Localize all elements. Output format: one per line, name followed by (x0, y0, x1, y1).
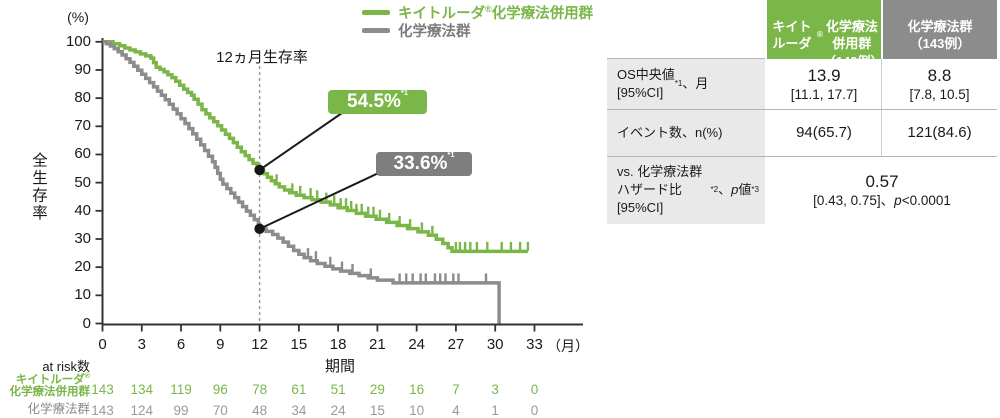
callout-line (259, 169, 386, 230)
x-tick-label: 15 (290, 336, 308, 353)
x-axis-unit: （月） (547, 338, 589, 354)
x-tick-label: 24 (408, 336, 425, 353)
y-tick-label: 20 (74, 258, 91, 276)
events-chemo: 121(84.6) (881, 110, 997, 156)
callout-box (328, 90, 427, 114)
at-risk-count: 134 (130, 382, 154, 397)
y-tick-label: 10 (74, 286, 91, 304)
hazard-ratio-value: 0.57 (865, 171, 899, 191)
x-tick-label: 12 (251, 336, 268, 353)
x-tick-label: 0 (98, 336, 107, 353)
legend-label: 化学療法群 (398, 24, 471, 40)
table-header-chemo: 化学療法群 （143例） (881, 0, 997, 71)
at-risk-count: 15 (369, 403, 385, 418)
hazard-ratio-ci-pvalue: [0.43, 0.75]、p<0.0001 (813, 193, 951, 209)
at-risk-count: 99 (173, 403, 189, 418)
median-os-pembro-ci: [11.1, 17.7] (790, 86, 858, 102)
y-tick-label: 50 (74, 173, 91, 191)
at-risk-count: 34 (291, 403, 307, 418)
at-risk-count: 4 (452, 403, 460, 418)
milestone-point (254, 164, 265, 176)
row-label-median-os: OS中央値 [95%CI] *1 、月 (607, 59, 765, 109)
legend-label: キイトルーダ®化学療法併用群 (398, 4, 594, 22)
x-tick-label: 6 (176, 336, 186, 353)
callout-value: 54.5% *1 (347, 88, 408, 112)
events-pembro: 94(65.7) (765, 110, 881, 156)
at-risk-count: 29 (369, 382, 385, 397)
legend-item-chemo: 化学療法群 (362, 23, 471, 40)
at-risk-count: 70 (212, 403, 228, 418)
at-risk-count: 16 (409, 382, 425, 397)
y-tick-label: 60 (74, 145, 91, 163)
y-tick-label: 100 (65, 32, 91, 50)
y-tick-label: 0 (82, 314, 91, 332)
x-tick-label: 21 (369, 336, 386, 353)
at-risk-count: 78 (252, 382, 268, 397)
events-chemo-value: 121(84.6) (907, 123, 972, 141)
table-row-median-os: OS中央値 [95%CI] *1 、月 13.9 [11.1, 17.7] 8.8 [… (607, 58, 997, 109)
x-tick-label: 18 (329, 336, 347, 353)
at-risk-count: 7 (452, 382, 460, 397)
row-label-events: イベント数、n(%) (607, 110, 765, 156)
at-risk-count: 51 (330, 382, 346, 397)
y-tick-label: 70 (74, 117, 91, 135)
y-tick-label: 30 (74, 229, 91, 247)
y-tick-label: 40 (74, 201, 91, 219)
at-risk-count: 3 (491, 382, 499, 397)
legend-swatch (362, 28, 390, 33)
milestone-label: 12ヵ月生存率 (216, 49, 308, 66)
at-risk-count: 124 (130, 403, 154, 418)
median-os-chemo: 8.8 [7.8, 10.5] (881, 59, 997, 109)
at-risk-count: 24 (330, 403, 346, 418)
x-axis-title: 期間 (324, 358, 355, 375)
table-row-hazard-ratio: vs. 化学療法群 ハザード比[95%CI] *2、 p 値 *3 0.57 [0.43,… (607, 156, 997, 224)
km-chart: (%) 全生存率 （月） 期間 12ヵ月生存率 at risk数 0 10 20 30… (9, 4, 594, 418)
legend-swatch (362, 10, 390, 15)
callout-line (259, 112, 343, 171)
km-curve-chemo (102, 40, 501, 324)
x-tick-label: 27 (447, 336, 465, 353)
km-curve-pembro-combo (102, 40, 528, 254)
events-pembro-value: 94(65.7) (796, 123, 852, 141)
at-risk-count: 143 (91, 403, 114, 418)
at-risk-count: 48 (252, 403, 268, 418)
y-axis-title: 全生存率 (30, 152, 47, 222)
at-risk-label-chemo: 化学療法群 (27, 402, 90, 416)
x-tick-label: 3 (137, 336, 146, 353)
axes (101, 38, 583, 326)
table-row-events: イベント数、n(%) 94(65.7) 121(84.6) (607, 109, 997, 156)
y-axis-unit: (%) (67, 9, 89, 25)
x-tick-label: 30 (486, 336, 504, 353)
at-risk-count: 119 (170, 382, 192, 397)
median-os-chemo-ci: [7.8, 10.5] (909, 86, 970, 102)
table-header-row: キイトルーダ®化学療法併用群（143例） 化学療法群（143例） (607, 0, 997, 71)
at-risk-count: 1 (491, 403, 499, 418)
at-risk-count: 96 (212, 382, 228, 397)
at-risk-count: 143 (91, 382, 114, 397)
x-tick-label: 9 (216, 336, 225, 353)
legend-item-pembro-combo: キイトルーダ®化学療法併用群 (362, 4, 594, 22)
results-table: キイトルーダ®化学療法併用群（143例） 化学療法群（143例） OS中央値[9… (607, 0, 997, 224)
median-os-chemo-value: 8.8 (927, 65, 952, 85)
at-risk-label-pembro-combo: キイトルーダ® 化学療法併用群 (9, 372, 91, 398)
milestone-point (254, 223, 265, 235)
at-risk-count: 0 (530, 403, 539, 418)
at-risk-count: 10 (409, 403, 425, 418)
callout-value: 33.6% *1 (393, 150, 455, 174)
hazard-ratio-value-cell: 0.57 [0.43, 0.75]、p<0.0001 (765, 157, 997, 224)
at-risk-count: 61 (291, 382, 307, 397)
y-tick-label: 80 (74, 89, 91, 107)
x-tick-label: 33 (526, 336, 543, 353)
callout-box (376, 152, 472, 176)
median-os-pembro: 13.9 [11.1, 17.7] (765, 59, 881, 109)
y-tick-label: 90 (74, 60, 91, 78)
row-label-hazard-ratio: vs. 化学療法群 ハザード比[95%CI] *2、 p 値 *3 (607, 157, 765, 224)
median-os-pembro-value: 13.9 (807, 65, 841, 85)
at-risk-heading: at risk数 (42, 359, 90, 374)
at-risk-count: 0 (530, 382, 539, 397)
